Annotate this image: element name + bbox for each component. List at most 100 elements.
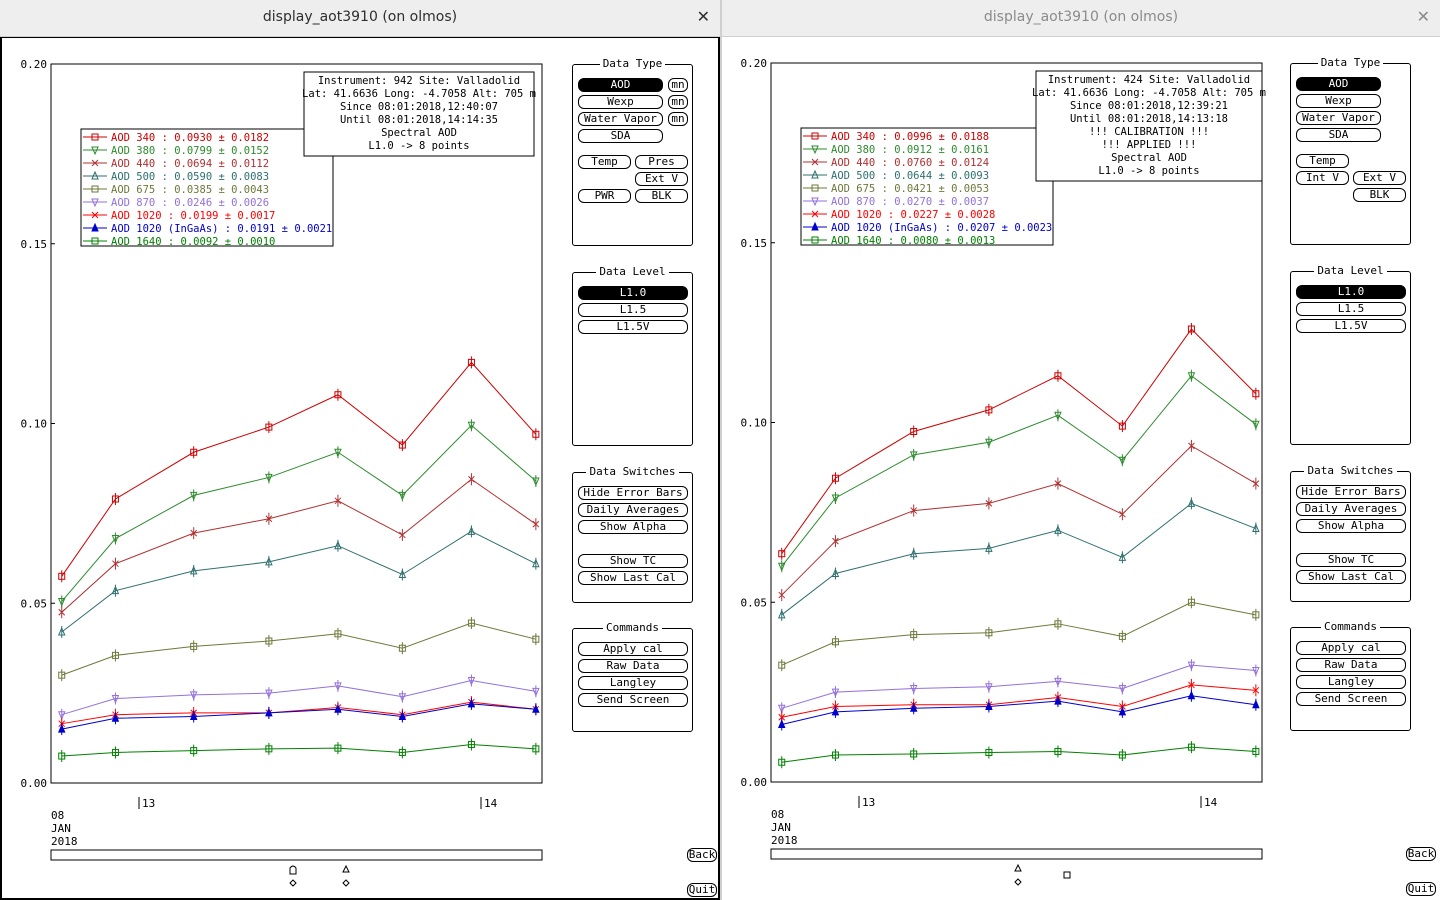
data-level-panel: Data Level	[572, 265, 693, 446]
blk-button[interactable]: BLK	[1353, 188, 1406, 202]
sda-button[interactable]: SDA	[578, 129, 663, 143]
point-marker	[91, 211, 99, 219]
point-marker	[1188, 681, 1195, 689]
info-line: Lat: 41.6636 Long: -4.7058 Alt: 705 m	[1032, 87, 1266, 99]
point-marker	[1187, 325, 1195, 333]
aod-button[interactable]: AOD	[1296, 77, 1381, 91]
int-v-button[interactable]: Int V	[1296, 171, 1349, 185]
point-marker	[909, 451, 918, 461]
ext-v-button[interactable]: Ext V	[635, 172, 688, 186]
close-icon[interactable]: ✕	[1416, 7, 1430, 26]
l10-button[interactable]: L1.0	[578, 286, 688, 300]
point-marker	[334, 391, 342, 399]
series-line-4	[61, 622, 536, 676]
point-marker	[831, 688, 840, 698]
aod-mn-button[interactable]: mn	[668, 78, 688, 92]
point-marker	[91, 133, 99, 141]
temp-button[interactable]: Temp	[578, 155, 631, 169]
title-bar[interactable]: display_aot3910 (on olmos) ✕	[0, 0, 720, 37]
wexp-button[interactable]: Wexp	[1296, 94, 1381, 108]
langley-button[interactable]: Langley	[578, 676, 688, 690]
point-marker	[58, 752, 66, 760]
aod-button[interactable]: AOD	[578, 78, 663, 92]
close-icon[interactable]: ✕	[696, 7, 710, 26]
point-marker	[777, 609, 786, 619]
show-tc-button[interactable]: Show TC	[1296, 553, 1406, 567]
point-marker	[189, 711, 198, 720]
series-line-6	[61, 701, 536, 725]
point-marker	[265, 689, 273, 699]
legend-entry: AOD 380 : 0.0799 ± 0.0152	[111, 145, 269, 157]
wexp-button[interactable]: Wexp	[578, 95, 663, 109]
pres-button[interactable]: Pres	[635, 155, 688, 169]
series-line-8	[781, 746, 1256, 763]
wexp-mn-button[interactable]: mn	[668, 95, 688, 109]
temp-button[interactable]: Temp	[1296, 154, 1349, 168]
quit-button[interactable]: Quit	[1406, 882, 1436, 896]
l15-button[interactable]: L1.5	[578, 303, 688, 317]
point-marker	[467, 421, 476, 431]
daily-averages-button[interactable]: Daily Averages	[578, 503, 688, 517]
back-button[interactable]: Back	[687, 848, 717, 862]
show-last-cal-button[interactable]: Show Last Cal	[1296, 570, 1406, 584]
point-marker	[467, 358, 475, 366]
point-marker	[1252, 390, 1260, 398]
show-alpha-button[interactable]: Show Alpha	[1296, 519, 1406, 533]
water-vapor-mn-button[interactable]: mn	[668, 112, 688, 126]
point-marker	[985, 701, 993, 711]
show-last-cal-button[interactable]: Show Last Cal	[578, 571, 688, 585]
l15-button[interactable]: L1.5	[1296, 302, 1406, 316]
langley-button[interactable]: Langley	[1296, 675, 1406, 689]
right-window: display_aot3910 (on olmos) ✕ 0.20 0.15 0.1…	[720, 0, 1440, 900]
info-line: Instrument: 942 Site: Valladolid	[318, 75, 520, 87]
quit-button[interactable]: Quit	[687, 883, 717, 897]
hide-error-bars-button[interactable]: Hide Error Bars	[578, 486, 688, 500]
point-marker	[985, 543, 993, 552]
l15v-button[interactable]: L1.5V	[578, 320, 688, 334]
raw-data-button[interactable]: Raw Data	[578, 659, 688, 673]
point-marker	[189, 565, 198, 575]
diamond-mark	[289, 879, 297, 887]
apply-cal-button[interactable]: Apply cal	[578, 642, 688, 656]
hide-error-bars-button[interactable]: Hide Error Bars	[1296, 485, 1406, 499]
pwr-button[interactable]: PWR	[578, 189, 631, 203]
apply-cal-button[interactable]: Apply cal	[1296, 641, 1406, 655]
raw-data-button[interactable]: Raw Data	[1296, 658, 1406, 672]
sda-button[interactable]: SDA	[1296, 128, 1381, 142]
ext-v-button[interactable]: Ext V	[1353, 171, 1406, 185]
point-marker	[1054, 747, 1062, 755]
info-line: !!! CALIBRATION !!!	[1089, 126, 1209, 138]
blk-button[interactable]: BLK	[635, 189, 688, 203]
l15v-button[interactable]: L1.5V	[1296, 319, 1406, 333]
water-vapor-button[interactable]: Water Vapor	[578, 112, 663, 126]
title-bar[interactable]: display_aot3910 (on olmos) ✕	[722, 0, 1440, 37]
l10-button[interactable]: L1.0	[1296, 285, 1406, 299]
point-marker	[1252, 667, 1260, 676]
send-screen-button[interactable]: Send Screen	[578, 693, 688, 707]
point-marker	[334, 682, 342, 692]
point-marker	[910, 631, 918, 639]
point-marker	[111, 713, 120, 722]
point-marker	[1118, 456, 1127, 466]
point-marker	[1054, 411, 1062, 421]
point-marker	[1054, 372, 1062, 380]
x-date-label: 2018	[771, 834, 798, 847]
back-button[interactable]: Back	[1406, 847, 1436, 861]
show-tc-button[interactable]: Show TC	[578, 554, 688, 568]
point-marker	[909, 685, 918, 694]
send-screen-button[interactable]: Send Screen	[1296, 692, 1406, 706]
x-date-label: JAN	[771, 821, 791, 834]
daily-averages-button[interactable]: Daily Averages	[1296, 502, 1406, 516]
point-marker	[778, 661, 786, 669]
info-line: Instrument: 424 Site: Valladolid	[1048, 74, 1250, 86]
water-vapor-button[interactable]: Water Vapor	[1296, 111, 1381, 125]
point-marker	[811, 169, 819, 179]
point-marker	[265, 473, 273, 483]
series-line-8	[61, 744, 536, 757]
point-marker	[57, 711, 66, 720]
show-alpha-button[interactable]: Show Alpha	[578, 520, 688, 534]
point-marker	[190, 642, 198, 650]
series-line-3	[61, 530, 537, 633]
